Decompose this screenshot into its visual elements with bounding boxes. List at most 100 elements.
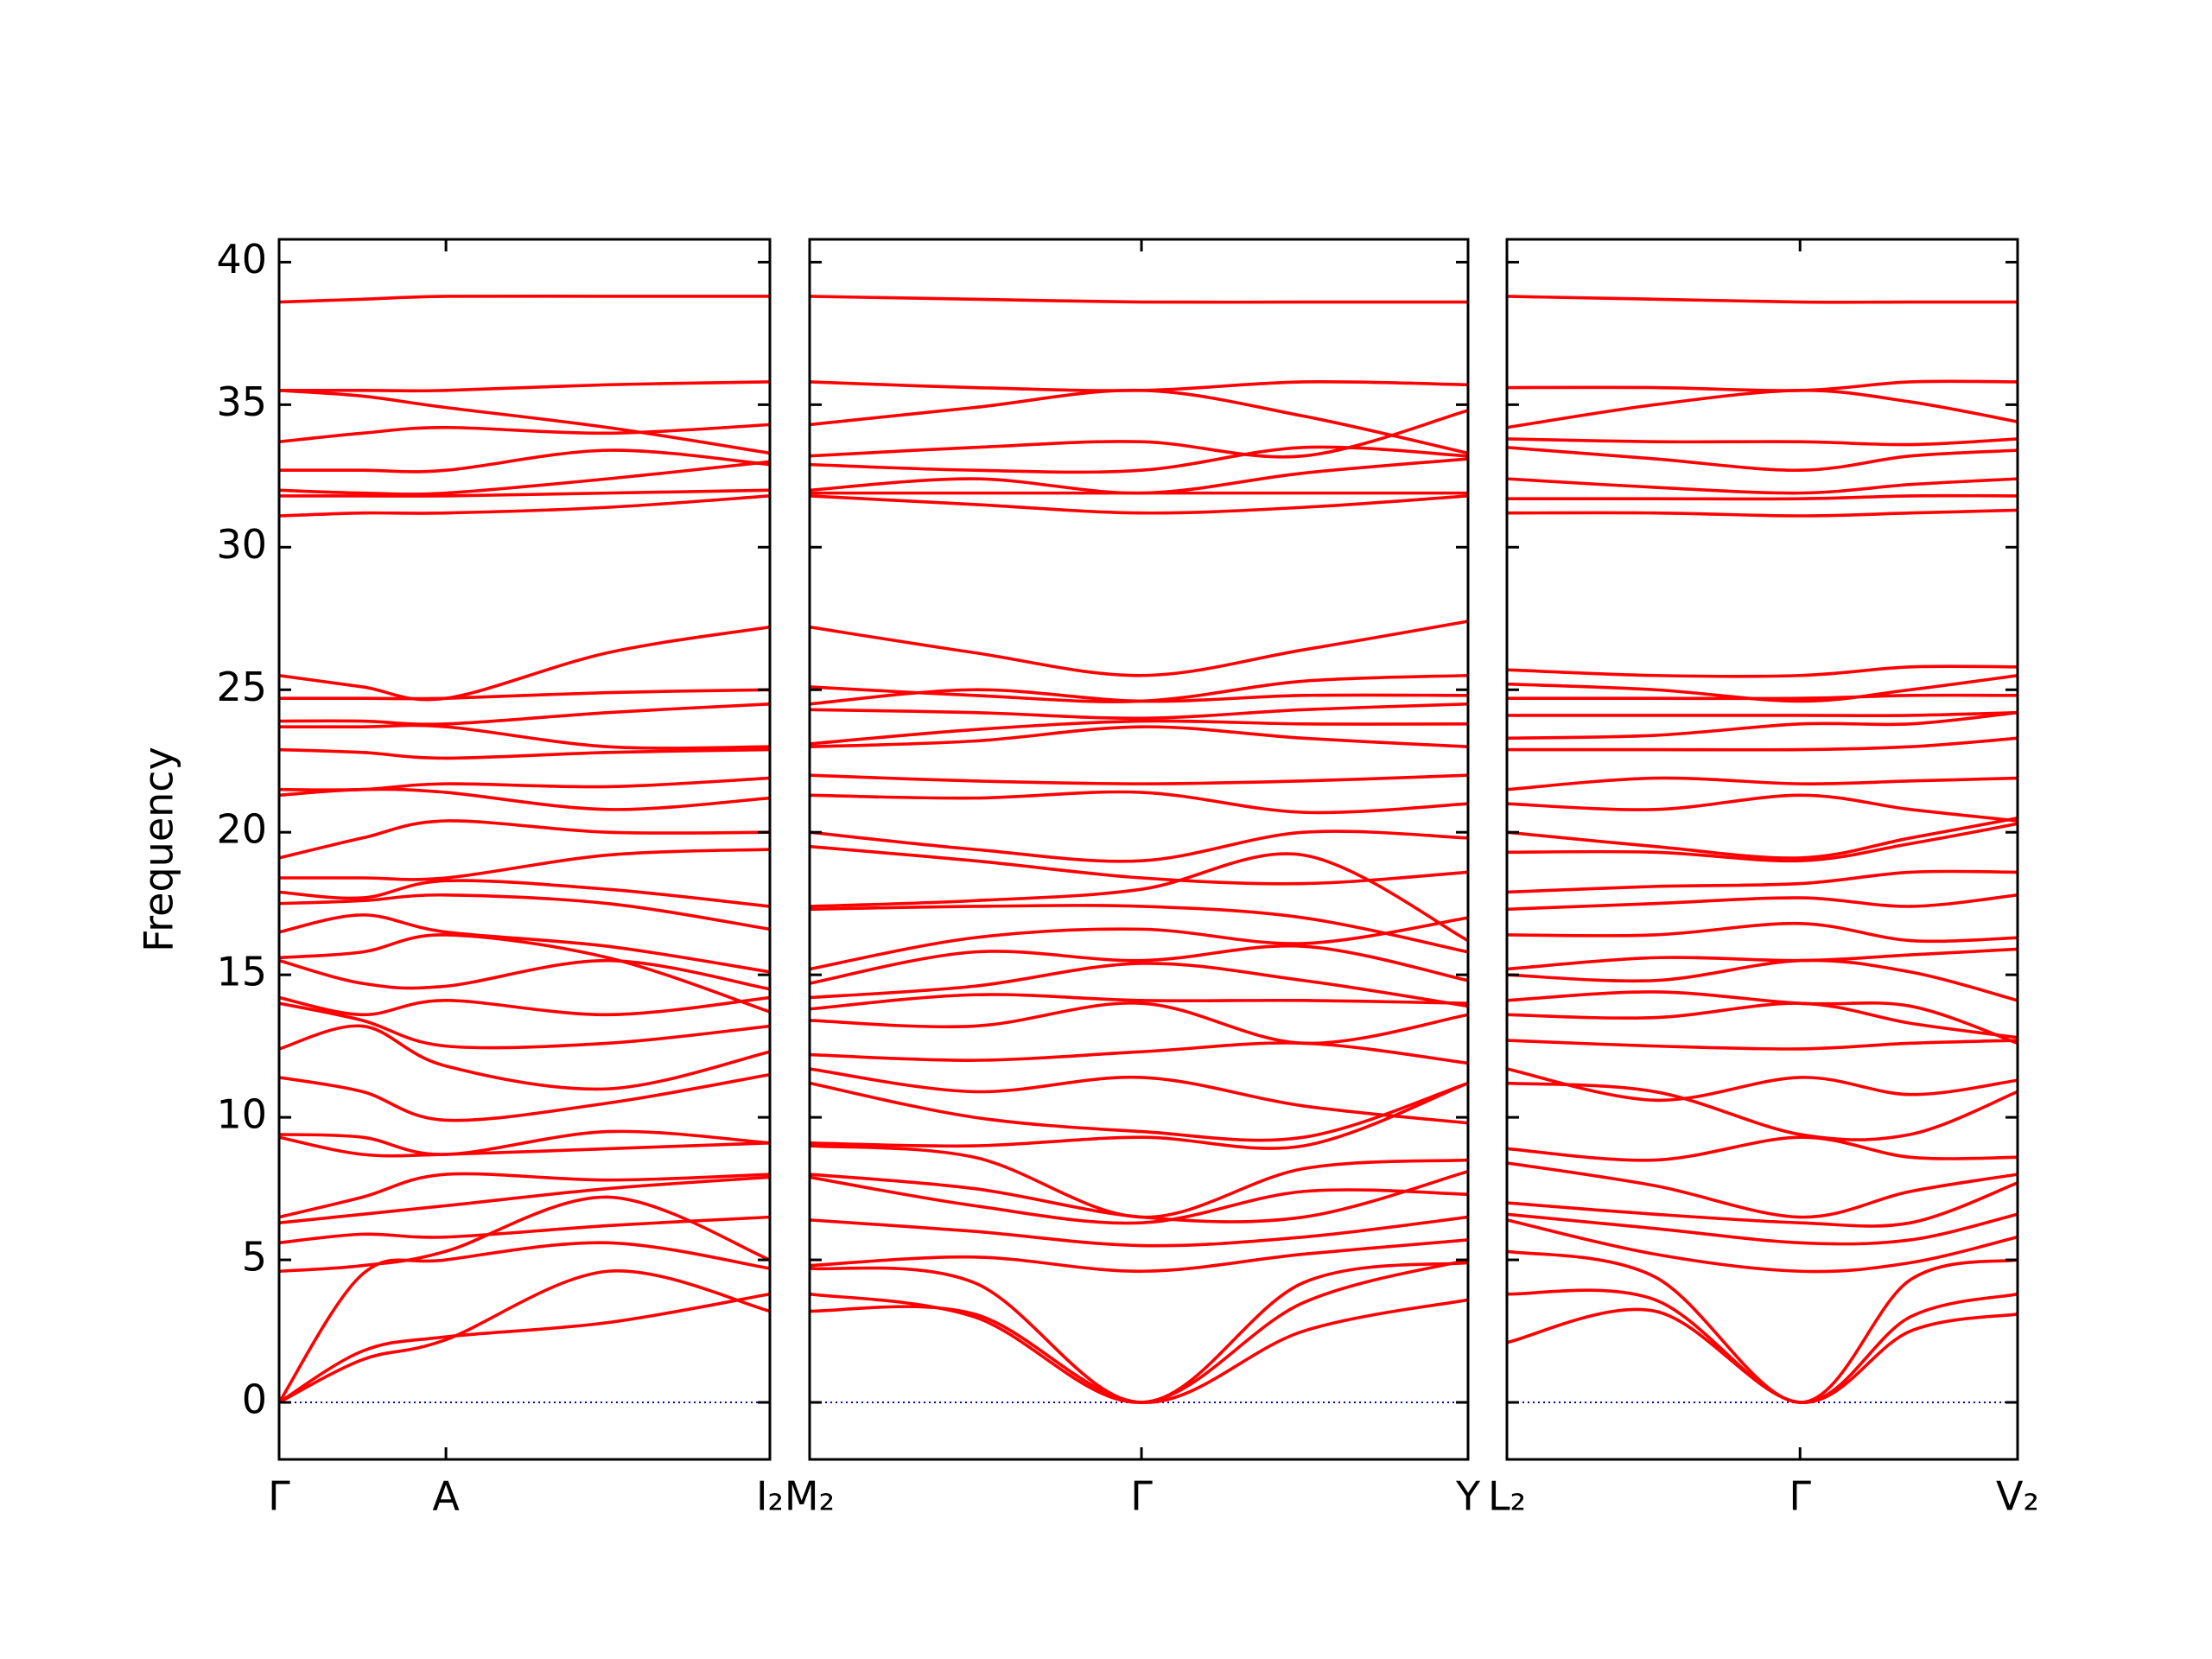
band-line — [810, 1144, 1468, 1219]
x-tick-label: Y — [1455, 1473, 1481, 1520]
band-line — [810, 944, 1468, 985]
band-line — [810, 409, 1468, 459]
band-line — [279, 488, 770, 498]
band-line — [810, 1041, 1468, 1065]
y-tick-label: 0 — [242, 1376, 267, 1423]
band-line — [1507, 816, 2018, 860]
band-line — [279, 879, 770, 908]
band-line — [810, 702, 1468, 721]
band-line — [810, 993, 1468, 1011]
band-line — [279, 1001, 770, 1050]
band-line — [279, 1215, 770, 1245]
band-line — [1507, 1218, 2018, 1274]
band-line — [279, 913, 770, 974]
band-line — [810, 1081, 1468, 1142]
band-line — [279, 1024, 770, 1091]
y-tick-label: 15 — [216, 949, 267, 995]
x-tick-label: L₂ — [1488, 1473, 1526, 1520]
y-tick-label: 30 — [216, 521, 267, 568]
band-line — [810, 1067, 1468, 1125]
band-line — [279, 423, 770, 444]
band-line — [1507, 1135, 2018, 1162]
band-line — [810, 1258, 1468, 1404]
band-line — [1507, 869, 2018, 894]
panel-frame — [277, 238, 772, 1461]
band-line — [1507, 776, 2018, 791]
band-line — [810, 904, 1468, 954]
y-tick-label: 20 — [216, 806, 267, 853]
band-line — [279, 995, 770, 1017]
band-line — [279, 819, 770, 860]
band-line — [279, 380, 770, 393]
band-line — [279, 1195, 770, 1274]
band-line — [810, 790, 1468, 815]
y-tick-label: 5 — [242, 1234, 267, 1281]
band-line — [1507, 477, 2018, 495]
panel-frame — [1505, 238, 2019, 1461]
x-tick-label: V₂ — [1996, 1473, 2039, 1520]
band-line — [810, 379, 1468, 392]
band-line — [1507, 389, 2018, 429]
band-line — [279, 294, 770, 304]
y-tick-label: 10 — [216, 1091, 267, 1138]
y-tick-label: 25 — [216, 664, 267, 710]
band-line — [810, 852, 1468, 943]
band-line — [810, 494, 1468, 515]
band-line — [1507, 493, 2018, 501]
band-line — [279, 460, 770, 496]
band-line — [810, 844, 1468, 886]
band-line — [810, 1215, 1468, 1248]
band-line — [810, 620, 1468, 677]
band-line — [810, 773, 1468, 785]
band-line — [1507, 1067, 2018, 1103]
band-line — [1507, 673, 2018, 703]
band-line — [1507, 1039, 2018, 1051]
band-line — [1507, 1212, 2018, 1246]
band-line — [279, 848, 770, 881]
y-axis-label: Frequency — [136, 747, 182, 952]
x-tick-label: Γ — [268, 1473, 290, 1520]
band-line — [1507, 822, 2018, 863]
band-line — [810, 457, 1468, 495]
band-line — [1507, 947, 2018, 971]
band-line — [1507, 793, 2018, 823]
band-line — [1507, 1001, 2018, 1039]
band-line — [1507, 1181, 2018, 1228]
band-line — [810, 830, 1468, 863]
y-tick-label: 40 — [216, 236, 267, 283]
band-line — [279, 747, 770, 760]
band-line — [279, 688, 770, 701]
band-line — [279, 625, 770, 702]
band-line — [279, 702, 770, 726]
band-line — [1507, 736, 2018, 752]
band-line — [1507, 437, 2018, 447]
x-tick-label: M₂ — [785, 1473, 835, 1520]
y-tick-label: 35 — [216, 378, 267, 425]
band-line — [1507, 921, 2018, 944]
band-line — [810, 1001, 1468, 1046]
band-line — [279, 787, 770, 811]
band-line — [810, 1261, 1468, 1404]
band-line — [279, 1241, 770, 1404]
band-line — [810, 916, 1468, 971]
band-line — [1507, 1081, 2018, 1141]
band-line — [279, 1172, 770, 1219]
x-tick-label: Γ — [1789, 1473, 1811, 1520]
band-line — [1507, 893, 2018, 912]
x-tick-label: I₂ — [756, 1473, 784, 1520]
band-line — [810, 1081, 1468, 1150]
band-line — [1507, 379, 2018, 392]
band-line — [1507, 693, 2018, 701]
x-tick-label: A — [432, 1473, 460, 1520]
band-line — [1507, 1288, 2018, 1404]
band-line — [279, 1129, 770, 1156]
band-line — [279, 723, 770, 750]
band-line — [279, 958, 770, 991]
band-line — [279, 448, 770, 474]
band-line — [810, 719, 1468, 746]
band-line — [279, 893, 770, 931]
band-line — [1507, 1161, 2018, 1219]
band-line — [810, 445, 1468, 474]
band-line — [1507, 664, 2018, 678]
